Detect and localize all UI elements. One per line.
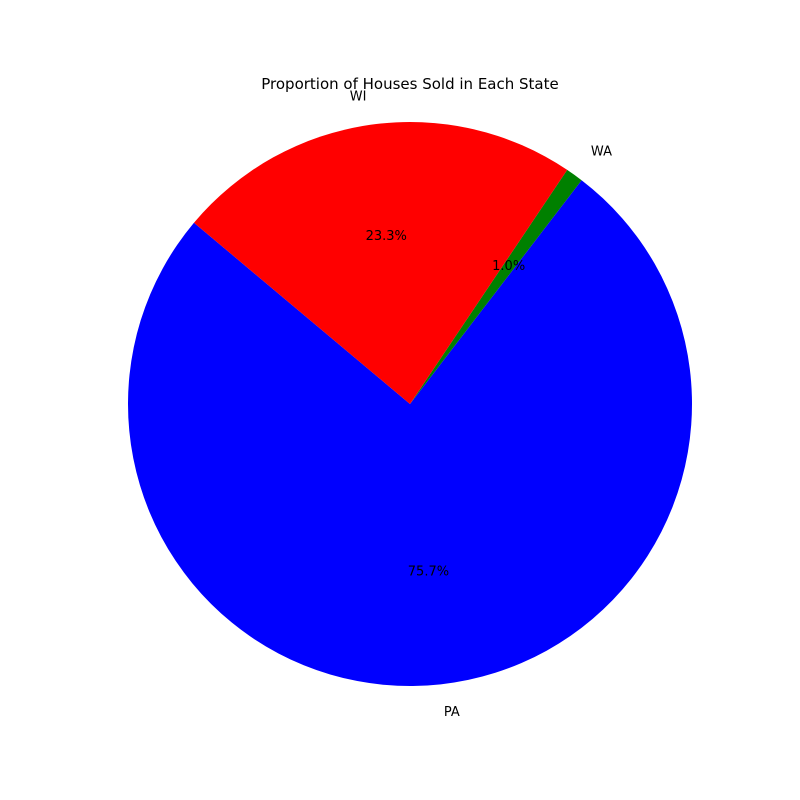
- slice-percent-wa: 1.0%: [492, 259, 525, 274]
- pie-slice-wi: [193, 121, 568, 404]
- slice-percent-wi: 23.3%: [366, 229, 407, 244]
- slice-label-wi: WI: [350, 89, 367, 104]
- chart-title: Proportion of Houses Sold in Each State: [261, 75, 558, 93]
- slice-label-wa: WA: [591, 145, 612, 160]
- pie-slices: [127, 121, 692, 686]
- slice-percent-pa: 75.7%: [408, 565, 449, 580]
- pie-slice-wa: [410, 169, 582, 404]
- pie-slice-pa: [127, 180, 692, 686]
- slice-label-pa: PA: [444, 705, 460, 720]
- pie-labels: PA 75.7% WA 1.0% WI 23.3%: [350, 89, 612, 719]
